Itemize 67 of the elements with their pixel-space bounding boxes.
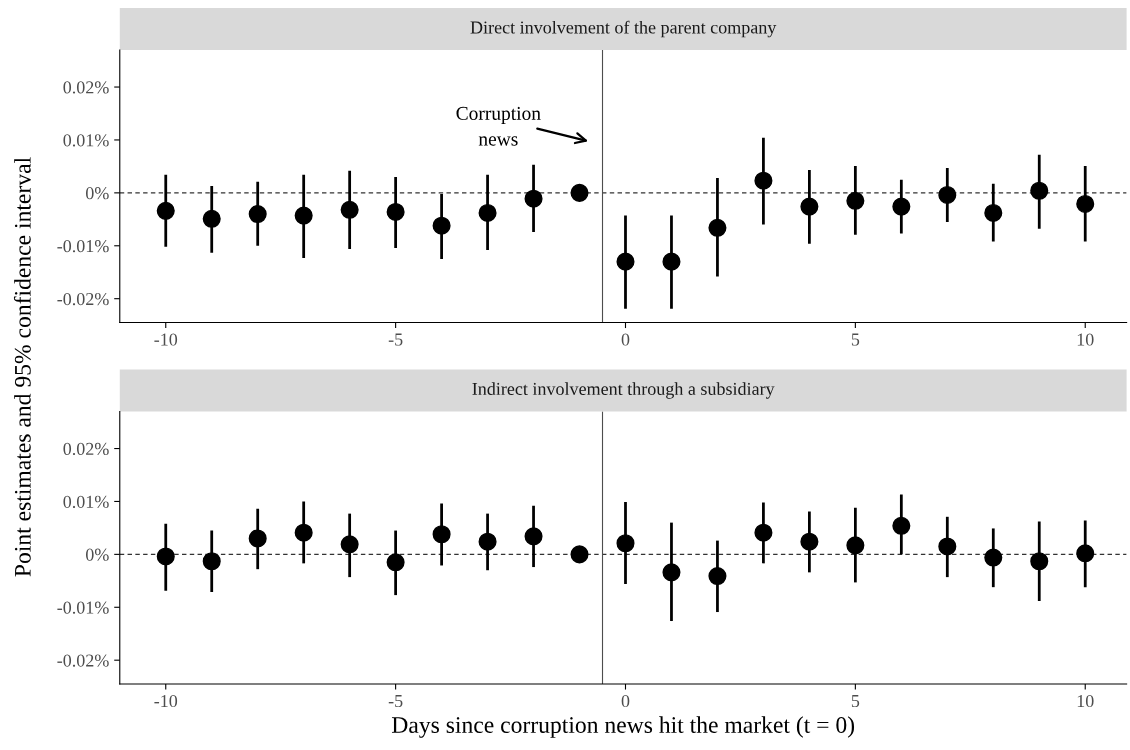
point [846,536,865,555]
point [156,547,175,566]
point [1030,181,1049,200]
point [386,202,405,221]
point [294,206,313,225]
point [1030,552,1049,571]
y-tick-label: 0% [85,548,109,561]
x-tick-label: -10 [154,694,178,708]
point [248,205,267,224]
point [570,545,589,564]
point [478,532,497,551]
point [478,203,497,222]
x-tick-label: -5 [388,333,403,346]
point [386,553,405,572]
y-tick-label: -0.01% [57,601,109,614]
x-axis-title: Days since corruption news hit the market (t = 0) [391,716,855,738]
point [432,525,451,544]
point [708,218,727,237]
point [938,537,957,556]
point [754,171,773,190]
point [524,527,543,546]
point [938,185,957,205]
x-tick-label: -10 [154,333,178,346]
point [294,523,313,542]
point [616,534,635,553]
x-tick-label: 5 [851,333,860,346]
y-tick-label: 0.01% [63,134,109,147]
point [1076,544,1095,563]
point [156,201,175,220]
point [984,203,1003,222]
point [662,563,681,582]
chart-title: Direct involvement of the parent company [470,20,777,38]
point [662,252,681,271]
point [754,523,773,542]
point [800,532,819,551]
point [432,216,451,235]
annotation: Corruption news [456,106,541,146]
point [570,183,589,202]
chart-title: Indirect involvement through a subsidiary [472,382,775,399]
y-tick-label: 0.02% [63,442,109,456]
x-tick-label: 0 [621,694,630,708]
y-tick-label: 0% [85,187,109,200]
point [248,529,267,548]
point [202,209,221,228]
point [340,535,359,554]
point [524,189,543,208]
x-tick-label: -5 [388,695,403,708]
point [616,252,635,271]
point [708,567,727,586]
point [846,191,865,210]
y-tick-label: -0.02% [57,654,109,667]
point [202,552,221,571]
x-tick-label: 10 [1077,694,1094,708]
y-tick-label: -0.01% [57,240,109,253]
point [892,516,911,535]
point [984,548,1003,567]
y-tick-label: 0.02% [63,81,109,94]
x-tick-label: 0 [621,333,630,346]
point [340,200,359,219]
y-tick-label: -0.02% [57,292,109,306]
point [800,197,819,216]
y-axis-title: Point estimates and 95% confidence interval [13,157,31,577]
y-tick-label: 0.01% [63,495,109,508]
x-tick-label: 10 [1077,333,1094,346]
point [1076,194,1095,214]
x-tick-label: 5 [851,695,860,708]
point [892,197,911,216]
